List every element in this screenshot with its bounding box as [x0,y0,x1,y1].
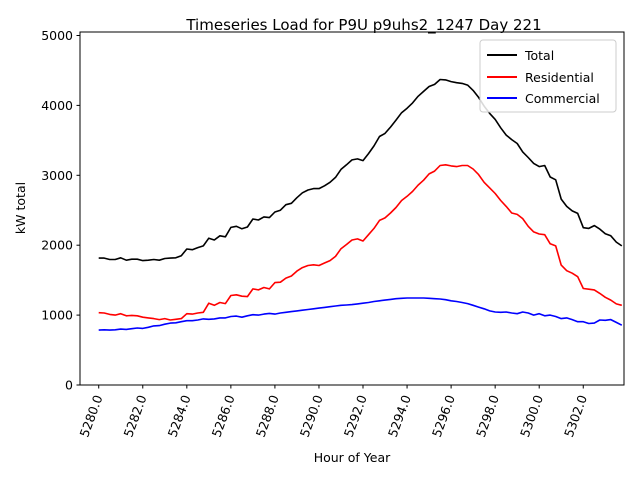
y-axis: 0 1000 2000 3000 4000 5000 [41,28,80,393]
legend-box [479,39,617,113]
series-lines [98,78,623,331]
x-axis-label: Hour of Year [314,450,391,465]
series-line-commercial [98,297,623,331]
chart-title: Timeseries Load for P9U p9uhs2_1247 Day … [185,16,541,35]
series-line-residential [98,164,622,321]
y-tick-label: 5000 [41,28,73,43]
y-tick-label: 1000 [41,308,73,323]
y-tick-label: 4000 [41,98,73,113]
series-line-total [98,78,623,262]
legend-label-total: Total [524,48,554,63]
plot-area [79,31,625,386]
y-tick-label: 2000 [41,238,73,253]
y-tick-label: 0 [65,378,73,393]
legend-label-residential: Residential [525,70,594,85]
y-tick-label: 3000 [41,168,73,183]
legend-label-commercial: Commercial [525,91,600,106]
y-axis-label: kW total [13,182,28,234]
legend: Total Residential Commercial [479,39,617,113]
